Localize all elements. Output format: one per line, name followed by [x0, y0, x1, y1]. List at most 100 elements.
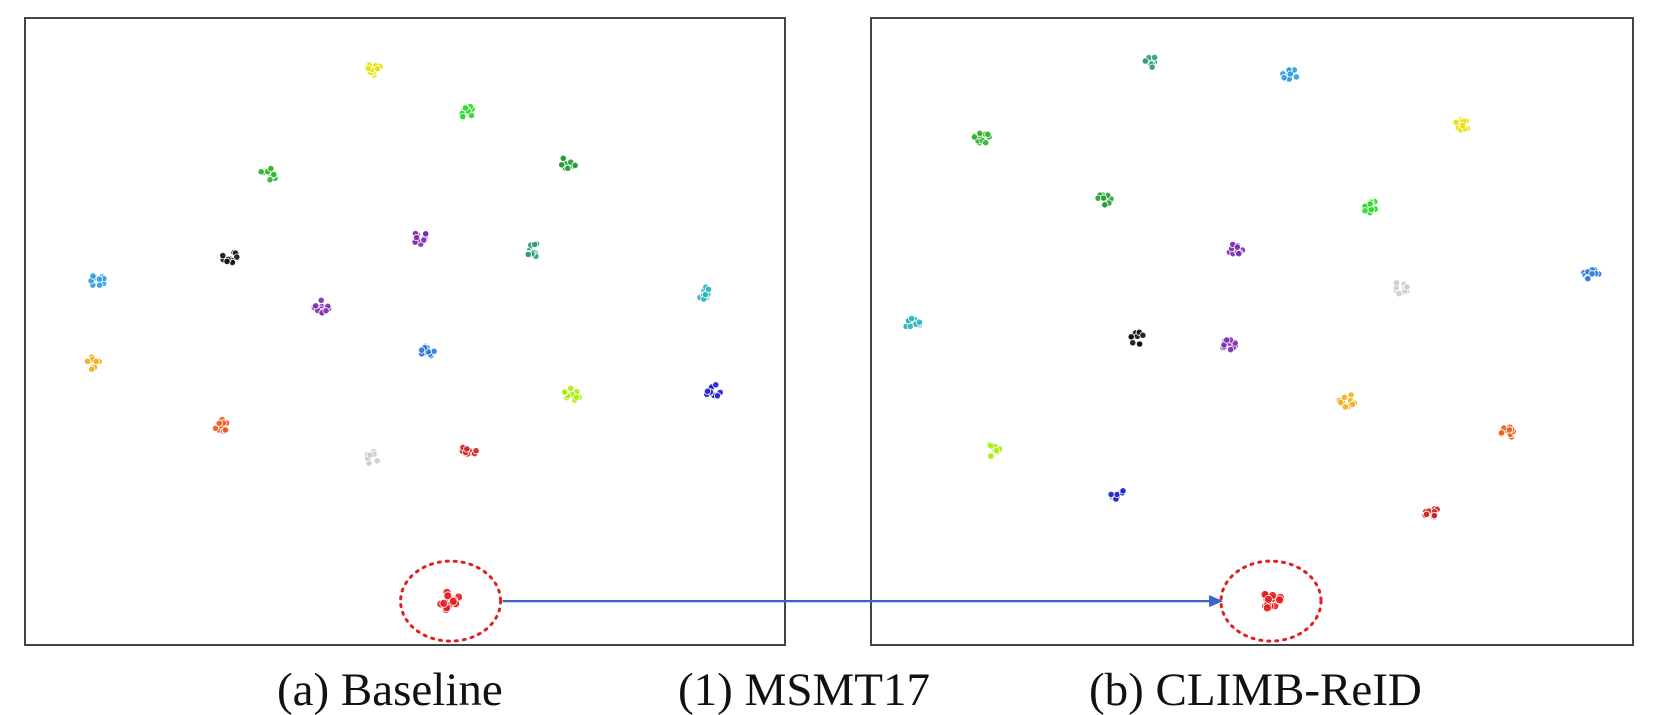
cluster-point	[1100, 194, 1108, 202]
cluster-point	[1286, 70, 1294, 78]
cluster-point-group	[1127, 328, 1147, 348]
cluster-point	[322, 307, 330, 315]
cluster-arrow	[502, 595, 1224, 608]
cluster-point-group	[970, 129, 993, 147]
cluster-point	[559, 154, 567, 162]
cluster-point	[373, 65, 381, 73]
cluster-point	[96, 281, 104, 289]
cluster-point	[907, 314, 916, 323]
cluster-point-group	[1421, 505, 1441, 521]
cluster-point	[88, 365, 96, 373]
cluster-point-group	[703, 381, 724, 400]
cluster-point	[312, 302, 320, 310]
cluster-point-group	[458, 443, 480, 458]
cluster-point	[417, 346, 426, 354]
cluster-point	[95, 275, 104, 283]
cluster-point	[221, 426, 229, 434]
cluster-point-group	[363, 447, 381, 467]
cluster-point	[1280, 74, 1288, 82]
cluster-point-group	[1335, 391, 1358, 411]
cluster-point	[704, 285, 713, 293]
cluster-point	[1430, 511, 1438, 520]
cluster-point-group	[257, 164, 279, 184]
cluster-point	[448, 597, 458, 606]
cluster-point-group	[524, 240, 541, 260]
cluster-point	[461, 104, 470, 112]
cluster-point-group	[902, 314, 924, 330]
cluster-point	[422, 230, 430, 238]
panel-climb-reid	[870, 17, 1634, 646]
cluster-point-group	[986, 440, 1004, 461]
cluster-point	[1392, 279, 1401, 287]
cluster-point	[561, 388, 569, 396]
cluster-point	[1584, 275, 1592, 283]
highlight-ring	[399, 559, 503, 643]
cluster-point	[984, 130, 992, 138]
cluster-point-group	[411, 229, 430, 248]
cluster-point	[564, 164, 572, 172]
panel-climb-reid-points	[902, 53, 1603, 643]
cluster-point	[420, 236, 428, 244]
cluster-point	[530, 240, 539, 249]
cluster-point-group	[1219, 336, 1240, 354]
cluster-point	[443, 591, 453, 601]
panel-baseline-frame	[24, 17, 786, 646]
cluster-point	[987, 442, 995, 450]
cluster-point	[1235, 250, 1243, 258]
cluster-point	[1119, 487, 1127, 495]
panel-baseline-points	[83, 61, 724, 643]
cluster-point	[1588, 270, 1596, 278]
cluster-point	[1395, 289, 1403, 298]
cluster-point-group	[1219, 559, 1323, 643]
cluster-point	[1223, 336, 1231, 344]
cluster-point	[982, 139, 990, 147]
cluster-point	[1341, 403, 1349, 411]
cluster-point-group	[561, 384, 583, 404]
cluster-point	[571, 161, 579, 169]
cluster-point	[1498, 429, 1506, 437]
cluster-point	[459, 112, 467, 121]
cluster-point-group	[399, 559, 503, 643]
cluster-point	[701, 290, 710, 299]
cluster-point	[703, 387, 712, 395]
cluster-point-group	[211, 415, 231, 435]
cluster-point-group	[1580, 266, 1603, 283]
cluster-point-group	[364, 61, 384, 79]
cluster-point	[1107, 490, 1115, 498]
cluster-point	[558, 161, 566, 169]
cluster-point	[1141, 57, 1149, 65]
cluster-point	[915, 318, 924, 326]
cluster-point	[712, 381, 720, 389]
cluster-point	[83, 357, 92, 365]
cluster-point	[1459, 122, 1467, 130]
caption-dataset: (1) MSMT17	[678, 664, 930, 715]
cluster-point	[463, 445, 471, 453]
cluster-point-group	[557, 154, 579, 172]
cluster-point	[1129, 339, 1137, 347]
cluster-point	[233, 253, 241, 261]
panel-climb-reid-frame	[870, 17, 1634, 646]
cluster-point	[987, 452, 995, 460]
cluster-point-group	[1107, 487, 1127, 503]
cluster-point	[1403, 283, 1411, 291]
cluster-point	[1264, 594, 1273, 604]
cluster-point	[992, 446, 1001, 455]
cluster-point	[472, 447, 480, 455]
cluster-point	[257, 168, 265, 176]
cluster-point	[266, 176, 274, 184]
cluster-point-group	[1279, 65, 1301, 83]
cluster-point	[89, 272, 97, 280]
cluster-point	[1227, 345, 1235, 354]
cluster-point	[970, 133, 979, 141]
cluster-point	[223, 257, 231, 265]
cluster-point	[1348, 400, 1357, 408]
cluster-point	[1101, 201, 1109, 209]
cluster-point	[572, 393, 581, 401]
cluster-point	[713, 392, 722, 400]
cluster-point	[1233, 243, 1241, 251]
arrow-head	[1209, 595, 1224, 608]
cluster-point-group	[458, 103, 476, 122]
cluster-point	[211, 424, 220, 432]
cluster-point	[1127, 333, 1135, 341]
